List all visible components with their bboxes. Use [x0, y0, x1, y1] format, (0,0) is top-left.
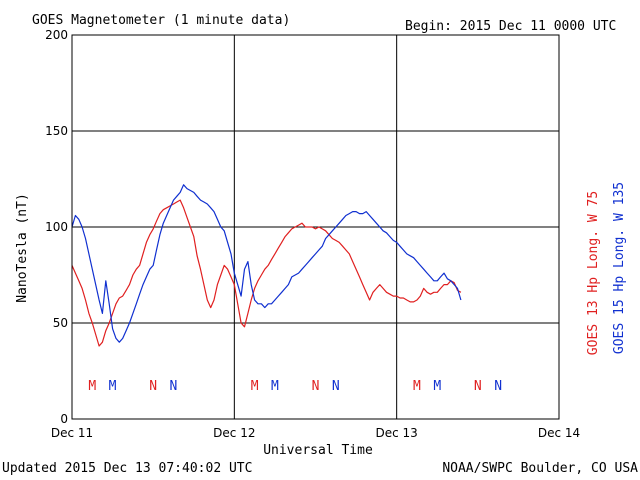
midnight-marker: M — [88, 379, 96, 394]
x-tick-label: Dec 14 — [538, 426, 580, 440]
midnight-marker: M — [109, 379, 117, 394]
x-tick-label: Dec 11 — [51, 426, 93, 440]
midnight-marker: M — [251, 379, 259, 394]
begin-time-label: Begin: 2015 Dec 11 0000 UTC — [405, 19, 616, 34]
noon-marker: N — [312, 379, 320, 394]
x-tick-label: Dec 12 — [213, 426, 255, 440]
midnight-marker: M — [271, 379, 279, 394]
midnight-marker: M — [433, 379, 441, 394]
footer-source: NOAA/SWPC Boulder, CO USA — [442, 461, 638, 476]
footer-updated: Updated 2015 Dec 13 07:40:02 UTC — [2, 461, 252, 476]
noon-marker: N — [170, 379, 178, 394]
y-tick-label: 150 — [45, 124, 68, 138]
chart-title: GOES Magnetometer (1 minute data) — [32, 13, 290, 28]
noon-marker: N — [494, 379, 502, 394]
plot-frame — [71, 34, 560, 420]
y-tick-label: 0 — [60, 412, 68, 426]
midnight-marker: M — [413, 379, 421, 394]
x-axis-label: Universal Time — [263, 443, 373, 458]
noon-marker: N — [474, 379, 482, 394]
y-tick-label: 50 — [53, 316, 68, 330]
noon-marker: N — [149, 379, 157, 394]
noon-marker: N — [332, 379, 340, 394]
legend-goes15: GOES 15 Hp Long. W 135 — [612, 182, 627, 354]
y-tick-label: 200 — [45, 28, 68, 42]
series-goes13-line — [71, 199, 462, 347]
y-tick-label: 100 — [45, 220, 68, 234]
series-goes15-line — [71, 184, 462, 343]
y-axis-label: NanoTesla (nT) — [15, 193, 30, 303]
legend-goes13: GOES 13 Hp Long. W 75 — [586, 191, 601, 355]
x-tick-label: Dec 13 — [376, 426, 418, 440]
